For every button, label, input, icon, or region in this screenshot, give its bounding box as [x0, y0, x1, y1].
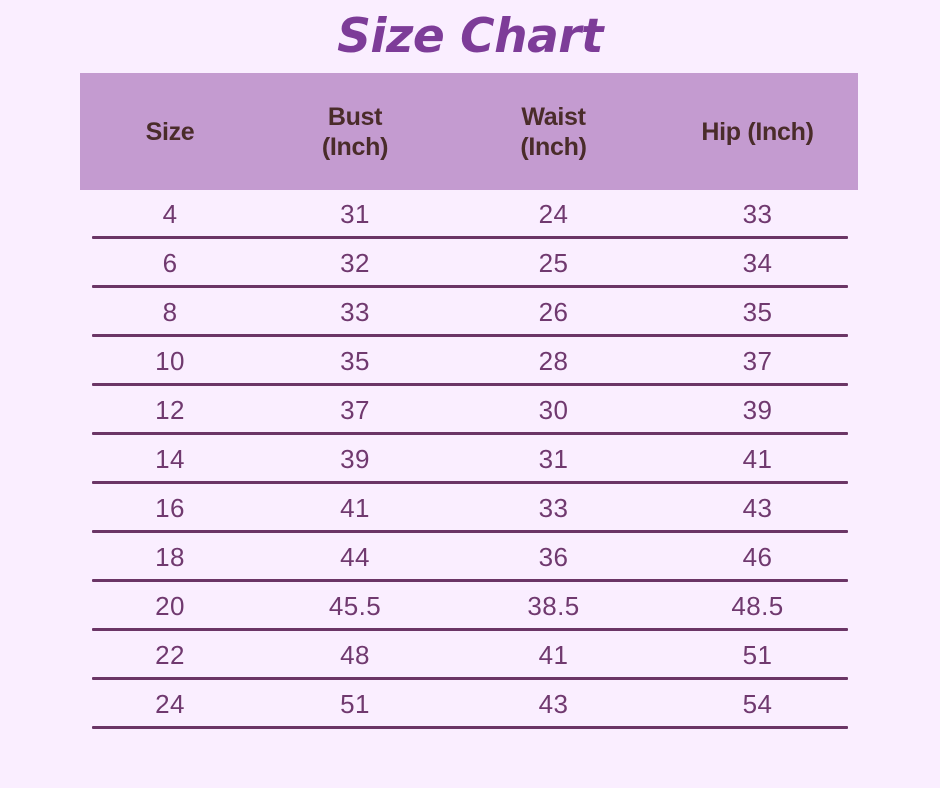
cell-size: 18: [155, 542, 185, 572]
cell-hip: 54: [742, 689, 773, 719]
column-header-bust: Bust (Inch): [260, 102, 450, 162]
cell-waist: 24: [538, 199, 569, 229]
table-row: 12 37 30 39: [80, 386, 858, 435]
column-header-waist-line2: (Inch): [520, 132, 587, 161]
column-header-waist: Waist (Inch): [450, 102, 657, 162]
cell-waist: 25: [538, 248, 569, 278]
cell-bust: 39: [340, 444, 370, 474]
cell-bust: 31: [340, 199, 370, 229]
cell-hip: 43: [742, 493, 773, 523]
cell-waist: 36: [538, 542, 569, 572]
table-row: 10 35 28 37: [80, 337, 858, 386]
cell-size: 22: [155, 640, 185, 670]
table-row: 8 33 26 35: [80, 288, 858, 337]
cell-hip: 46: [742, 542, 773, 572]
cell-bust: 35: [340, 346, 370, 376]
cell-waist: 33: [538, 493, 569, 523]
cell-size: 6: [162, 248, 178, 278]
cell-hip: 33: [742, 199, 773, 229]
column-header-bust-line1: Bust: [327, 102, 383, 131]
cell-bust: 44: [340, 542, 370, 572]
cell-bust: 45.5: [328, 591, 382, 621]
cell-waist: 26: [538, 297, 569, 327]
cell-hip: 39: [742, 395, 773, 425]
table-row: 16 41 33 43: [80, 484, 858, 533]
table-row: 6 32 25 34: [80, 239, 858, 288]
cell-hip: 41: [742, 444, 773, 474]
cell-bust: 33: [340, 297, 370, 327]
cell-size: 4: [162, 199, 178, 229]
cell-waist: 38.5: [527, 591, 580, 621]
column-header-bust-line2: (Inch): [321, 132, 389, 161]
cell-hip: 35: [742, 297, 773, 327]
cell-waist: 31: [538, 444, 569, 474]
table-row: 22 48 41 51: [80, 631, 858, 680]
cell-size: 16: [155, 493, 185, 523]
cell-waist: 30: [538, 395, 569, 425]
column-header-waist-line1: Waist: [521, 102, 586, 131]
size-chart-table: Size Bust (Inch) Waist (Inch) Hip (Inch)…: [80, 73, 858, 729]
column-header-size: Size: [80, 117, 260, 147]
cell-waist: 28: [538, 346, 569, 376]
cell-bust: 51: [340, 689, 370, 719]
cell-size: 20: [155, 591, 185, 621]
cell-bust: 48: [340, 640, 370, 670]
cell-hip: 34: [742, 248, 773, 278]
table-body: 4 31 24 33 6 32 25 34 8 33 26 35 10 35 28 37 12 37 30 39 14 3…: [80, 190, 858, 729]
column-header-hip-line1: Hip (Inch): [701, 117, 814, 146]
cell-size: 12: [155, 395, 185, 425]
table-row: 18 44 36 46: [80, 533, 858, 582]
page-title: Size Chart: [337, 9, 603, 64]
cell-size: 10: [155, 346, 185, 376]
cell-bust: 37: [340, 395, 370, 425]
cell-size: 24: [155, 689, 185, 719]
table-header-row: Size Bust (Inch) Waist (Inch) Hip (Inch): [80, 73, 858, 190]
column-header-hip: Hip (Inch): [657, 117, 858, 147]
table-row: 14 39 31 41: [80, 435, 858, 484]
cell-size: 8: [162, 297, 178, 327]
cell-hip: 51: [742, 640, 773, 670]
cell-bust: 32: [340, 248, 370, 278]
cell-waist: 43: [538, 689, 569, 719]
cell-hip: 37: [742, 346, 773, 376]
table-row: 24 51 43 54: [80, 680, 858, 729]
cell-size: 14: [155, 444, 185, 474]
table-row: 4 31 24 33: [80, 190, 858, 239]
column-header-size-line1: Size: [145, 117, 195, 146]
table-row: 20 45.5 38.5 48.5: [80, 582, 858, 631]
cell-bust: 41: [340, 493, 370, 523]
cell-waist: 41: [538, 640, 569, 670]
cell-hip: 48.5: [731, 591, 784, 621]
